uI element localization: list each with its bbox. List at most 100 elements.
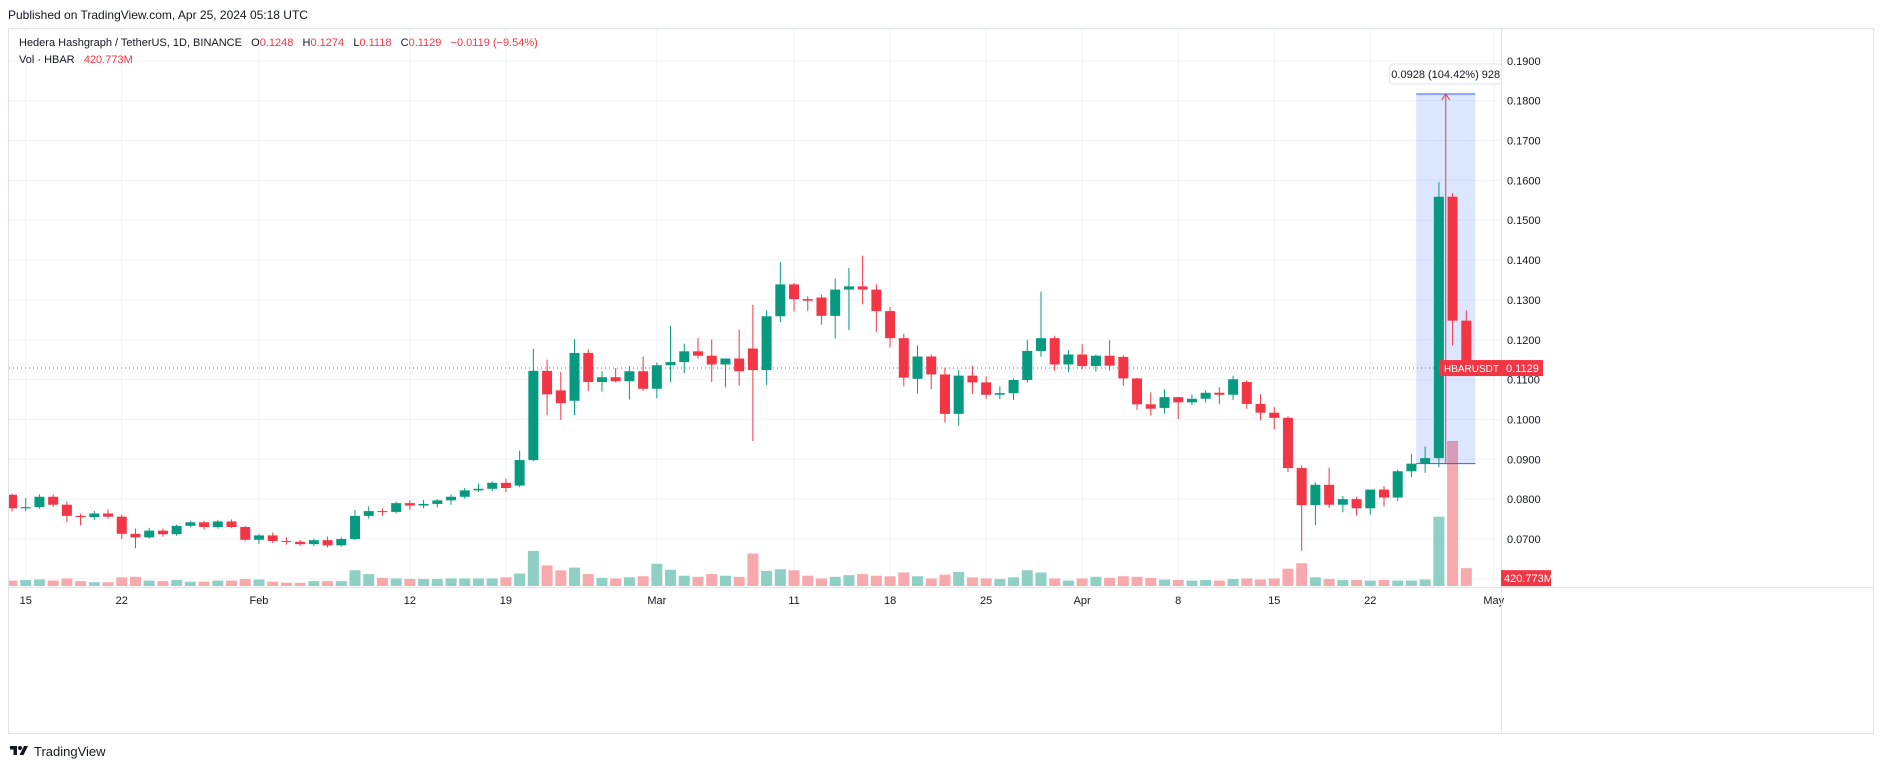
y-tick-label: 0.1700 (1507, 136, 1541, 148)
volume-bar (9, 580, 18, 586)
volume-bar (637, 576, 649, 586)
volume-bar (774, 569, 786, 586)
volume-bars (9, 441, 1472, 586)
candle-body (240, 527, 251, 540)
candle-body (1173, 397, 1184, 403)
volume-bar (706, 574, 718, 586)
candle-body (1104, 355, 1115, 366)
candle-body (1255, 403, 1266, 413)
volume-bar (1213, 580, 1225, 586)
volume-bar (1131, 576, 1143, 586)
candle-body (103, 513, 114, 517)
low-value: 0.1118 (359, 37, 392, 49)
volume-bar (212, 580, 224, 586)
y-tick-label: 0.1300 (1507, 295, 1541, 307)
volume-bar (253, 579, 265, 586)
candle-body (253, 535, 264, 540)
published-text: Published on TradingView.com, Apr 25, 20… (8, 8, 308, 22)
volume-bar (322, 581, 334, 586)
candle-body (761, 316, 772, 371)
volume-bar (390, 578, 402, 586)
volume-bar (445, 578, 457, 586)
candle-body (596, 377, 607, 383)
volume-bar (486, 578, 498, 586)
volume-bar (88, 582, 100, 586)
x-tick-label: May (1483, 595, 1504, 607)
footer-brand[interactable]: TradingView (34, 743, 106, 759)
volume-bar (500, 577, 512, 586)
measure-arrowhead-icon (1441, 93, 1451, 101)
candle-body (61, 504, 72, 516)
volume-bar (1145, 577, 1157, 586)
volume-bar (1378, 580, 1390, 586)
volume-tag: 420.773M (1501, 570, 1553, 587)
volume-bar (1405, 580, 1417, 586)
candle-body (830, 289, 841, 316)
volume-bar (1323, 578, 1335, 586)
measure-label-text: 0.0928 (104.42%) 928 (1391, 69, 1500, 81)
volume-bar (431, 578, 443, 586)
volume-bar (129, 576, 141, 586)
candle-body (747, 348, 758, 371)
chart-pane[interactable]: 0.06000.07000.08000.09000.10000.11000.12… (8, 28, 1874, 734)
volume-bar (47, 580, 59, 586)
candle-body (981, 382, 992, 395)
y-tick-label: 0.1200 (1507, 335, 1541, 347)
volume-bar (157, 581, 169, 586)
candle-body (706, 355, 717, 365)
volume-bar (747, 553, 759, 586)
candle-body (1077, 354, 1088, 367)
tradingview-logo-icon[interactable] (8, 744, 30, 758)
y-tick-label: 0.1900 (1507, 56, 1541, 68)
volume-bar (815, 578, 827, 586)
volume-bar (1090, 576, 1102, 586)
volume-bar (1447, 441, 1459, 586)
candle-body (1159, 397, 1170, 408)
volume-bar (102, 582, 114, 586)
volume-bar (1282, 568, 1294, 586)
candle-body (1118, 356, 1129, 379)
volume-bar (733, 576, 745, 586)
x-tick-label: 19 (500, 595, 512, 607)
candle-body (391, 503, 402, 512)
candle-body (446, 496, 457, 501)
candle-body (9, 494, 17, 509)
volume-value: 420.773M (83, 54, 133, 66)
candle-body (418, 503, 429, 506)
volume-bar (692, 576, 704, 586)
volume-bar (1392, 580, 1404, 586)
volume-bar (294, 582, 306, 586)
candlestick-chart[interactable]: 0.06000.07000.08000.09000.10000.11000.12… (9, 29, 1874, 734)
volume-bar (980, 578, 992, 586)
volume-bar (1460, 568, 1472, 586)
candle-body (1036, 338, 1046, 351)
volume-bar (1200, 580, 1212, 586)
candle-body (1351, 499, 1362, 509)
volume-bar (363, 574, 375, 586)
candle-body (295, 541, 306, 545)
volume-bar (267, 581, 279, 586)
volume-bar (1227, 578, 1239, 586)
candle-body (308, 540, 319, 545)
volume-bar (1021, 570, 1033, 586)
published-header: Published on TradingView.com, Apr 25, 20… (0, 0, 1882, 28)
candle-body (34, 496, 45, 508)
candle-body (377, 511, 388, 513)
candle-body (1200, 392, 1211, 399)
candle-body (651, 365, 662, 389)
candle-body (75, 515, 86, 518)
volume-bar (33, 579, 45, 586)
candle-body (720, 358, 731, 365)
volume-bar (1351, 580, 1363, 586)
candle-body (1392, 471, 1403, 498)
price-tag: HBARUSDT 0.1129 (1439, 360, 1543, 377)
candle-body (665, 362, 676, 366)
candle-body (1447, 196, 1458, 321)
close-value: 0.1129 (408, 37, 442, 49)
volume-bar (994, 578, 1006, 586)
volume-bar (678, 575, 690, 586)
volume-bar (1117, 576, 1129, 586)
x-tick-label: 12 (404, 595, 416, 607)
volume-bar (143, 580, 155, 586)
x-tick-label: 22 (1364, 595, 1376, 607)
